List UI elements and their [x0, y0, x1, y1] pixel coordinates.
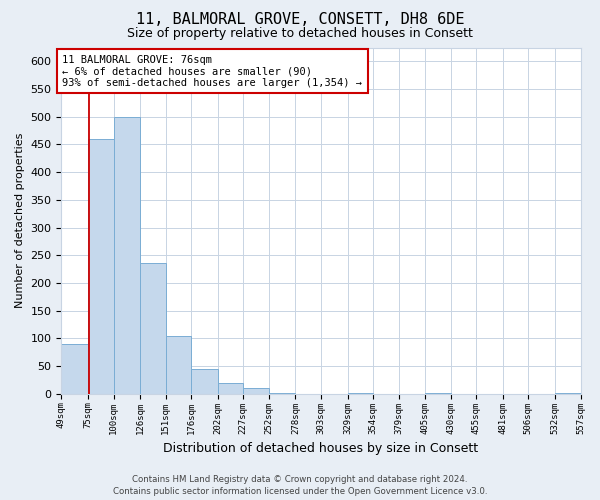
Text: 11, BALMORAL GROVE, CONSETT, DH8 6DE: 11, BALMORAL GROVE, CONSETT, DH8 6DE — [136, 12, 464, 28]
Text: Contains HM Land Registry data © Crown copyright and database right 2024.
Contai: Contains HM Land Registry data © Crown c… — [113, 475, 487, 496]
Bar — [425, 392, 451, 394]
Bar — [61, 344, 88, 394]
Bar — [269, 392, 295, 394]
Y-axis label: Number of detached properties: Number of detached properties — [15, 133, 25, 308]
Bar — [140, 263, 166, 394]
Bar — [113, 117, 140, 394]
Bar — [555, 392, 581, 394]
Bar — [347, 392, 373, 394]
Bar — [243, 388, 269, 394]
X-axis label: Distribution of detached houses by size in Consett: Distribution of detached houses by size … — [163, 442, 479, 455]
Bar — [191, 369, 218, 394]
Text: 11 BALMORAL GROVE: 76sqm
← 6% of detached houses are smaller (90)
93% of semi-de: 11 BALMORAL GROVE: 76sqm ← 6% of detache… — [62, 54, 362, 88]
Bar — [88, 139, 113, 394]
Bar — [166, 336, 191, 394]
Text: Size of property relative to detached houses in Consett: Size of property relative to detached ho… — [127, 28, 473, 40]
Bar — [218, 382, 243, 394]
